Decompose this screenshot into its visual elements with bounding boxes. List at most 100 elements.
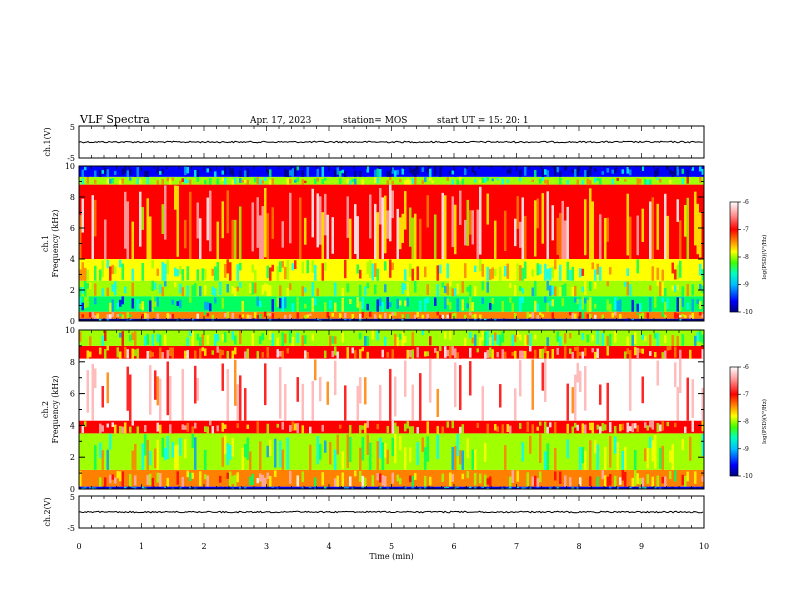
ch1-spectrogram-streak: [146, 176, 149, 185]
ch2-spectrogram-streak: [156, 486, 159, 488]
ch1-spectrogram-streak: [531, 269, 534, 277]
ch1-spectrogram-streak: [181, 318, 184, 320]
ch1-spectrogram-streak: [631, 312, 634, 316]
ch1-spectrogram-streak: [469, 296, 472, 312]
ch2-spectrogram-streak: [301, 487, 304, 489]
ch1-spectrogram-streak: [86, 269, 89, 281]
ch2-spectrogram-streak: [196, 378, 199, 401]
ch2-spectrogram-streak: [309, 426, 312, 434]
ch1-spectrogram-streak: [394, 319, 397, 321]
ch1-spectrogram-streak: [264, 283, 267, 292]
ch2-spectrogram-streak: [681, 474, 684, 486]
ch2-spectrogram-streak: [624, 351, 627, 359]
ch1-spectrogram-streak: [434, 166, 437, 176]
ch2-spectrogram-streak: [104, 477, 107, 487]
ch1-spectrogram-streak: [631, 197, 634, 236]
ch2-spectrogram-streak: [571, 426, 574, 434]
ch1-spectrogram-streak: [264, 261, 267, 276]
ch2-spectrogram-streak: [144, 434, 147, 456]
ch2-spectrogram-streak: [244, 486, 247, 489]
ch1-spectrogram-streak: [91, 195, 94, 259]
ch2-colorbar-tick-label: -10: [743, 473, 753, 480]
ch1-spectrogram-streak: [119, 259, 122, 268]
ch1-spectrogram-streak: [424, 283, 427, 294]
ch1-spectrogram-streak: [404, 314, 407, 318]
ch2-spectrogram-streak: [151, 352, 154, 357]
ch2-spectrogram-streak: [134, 475, 137, 486]
ch1-spectrogram-streak: [574, 269, 577, 278]
ch1-spectrogram-streak: [479, 186, 482, 255]
ch2-spectrogram-streak: [79, 348, 82, 355]
ch1-spectrogram-streak: [189, 179, 192, 185]
ch1-spectrogram-streak: [414, 177, 417, 185]
ch1-spectrogram-streak: [459, 190, 462, 225]
ch1-spectrogram-streak: [676, 166, 679, 176]
ch1-spectrogram-streak: [679, 298, 682, 311]
ch2-spectrogram-streak: [279, 351, 282, 357]
ch2-spectrogram-streak: [271, 347, 274, 353]
ch2-spectrogram-streak: [191, 349, 194, 356]
ch2-spectrogram-streak: [236, 423, 239, 429]
ch1-spectrogram-streak: [91, 283, 94, 297]
ch1-spectrogram-streak: [496, 319, 499, 321]
ch1-spectrogram-streak: [281, 319, 284, 321]
ch1-spectrogram-streak: [579, 319, 582, 321]
ch2-spectrogram-streak: [341, 451, 344, 470]
ch2-spectrogram-streak: [646, 375, 649, 421]
ch2-spectrogram-streak: [411, 475, 414, 487]
ch1-spectrogram-streak: [86, 314, 89, 319]
ch1-spectrogram-streak: [506, 263, 509, 279]
ch2-spectrogram-streak: [361, 475, 364, 487]
ch1-spectrogram-streak: [111, 178, 114, 184]
ch1-spectrogram-streak: [626, 281, 629, 296]
ch1-spectrogram-streak: [171, 177, 174, 181]
ch2-spectrogram-streak: [641, 348, 644, 354]
ch2-spectrogram-streak: [461, 424, 464, 434]
ch2-spectrogram-streak: [546, 426, 549, 434]
ch1-spectrogram-streak: [466, 319, 469, 321]
ch2-spectrogram-streak: [431, 373, 434, 406]
ch2-spectrogram-streak: [301, 425, 304, 434]
ch1-spectrogram-streak: [204, 301, 207, 310]
ch2-spectrogram-streak: [589, 476, 592, 486]
ch2-spectrogram-streak: [424, 447, 427, 470]
ch1-spectrogram-streak: [306, 260, 309, 274]
ch1-spectrogram-streak: [314, 264, 317, 281]
ch1-spectrogram-streak: [391, 180, 394, 185]
ch2-spectrogram-streak: [689, 436, 692, 461]
ch1-spectrogram-streak: [406, 178, 409, 185]
ch2-spectrogram-streak: [381, 349, 384, 358]
ch1-spectrogram-streak: [686, 302, 689, 310]
ch1-spectrogram-streak: [206, 168, 209, 173]
ch2-spectrogram-streak: [261, 433, 264, 451]
ch2-spectrogram-streak: [124, 471, 127, 487]
ch2-spectrogram-streak: [604, 475, 607, 487]
ch1-spectrogram-streak: [629, 262, 632, 278]
ch2-spectrogram-streak: [181, 424, 184, 430]
ch2-spectrogram-streak: [351, 347, 354, 354]
ch2-spectrogram-streak: [276, 349, 279, 358]
ch1-spectrogram-streak: [411, 178, 414, 184]
ch1-spectrogram-streak: [429, 168, 432, 177]
ch2-spectrogram-streak: [99, 379, 102, 416]
ch1-spectrogram-streak: [544, 169, 547, 175]
ch1-spectrogram-streak: [559, 264, 562, 281]
ch1-spectrogram-streak: [284, 319, 287, 321]
ch2-spectrogram-streak: [409, 447, 412, 463]
ch1-spectrogram-streak: [631, 318, 634, 321]
ch2-spectrogram-streak: [186, 350, 189, 359]
ch2-spectrogram-streak: [139, 475, 142, 487]
ch2-spectrogram-streak: [671, 347, 674, 358]
ch2-spectrogram-streak: [646, 474, 649, 484]
ch2-spectrogram-streak: [396, 426, 399, 434]
ch1-spectrogram-streak: [609, 303, 612, 312]
ch1-spectrogram-streak: [239, 282, 242, 288]
ch2-spectrogram-streak: [669, 345, 672, 350]
ch1-spectrogram-streak: [664, 301, 667, 312]
ch1-spectrogram-streak: [206, 197, 209, 241]
ch2-spectrogram-streak: [254, 331, 257, 337]
ch2-spectrogram-streak: [509, 445, 512, 470]
ch1-spectrogram-streak: [349, 180, 352, 185]
ch2-spectrogram-streak: [534, 334, 537, 340]
